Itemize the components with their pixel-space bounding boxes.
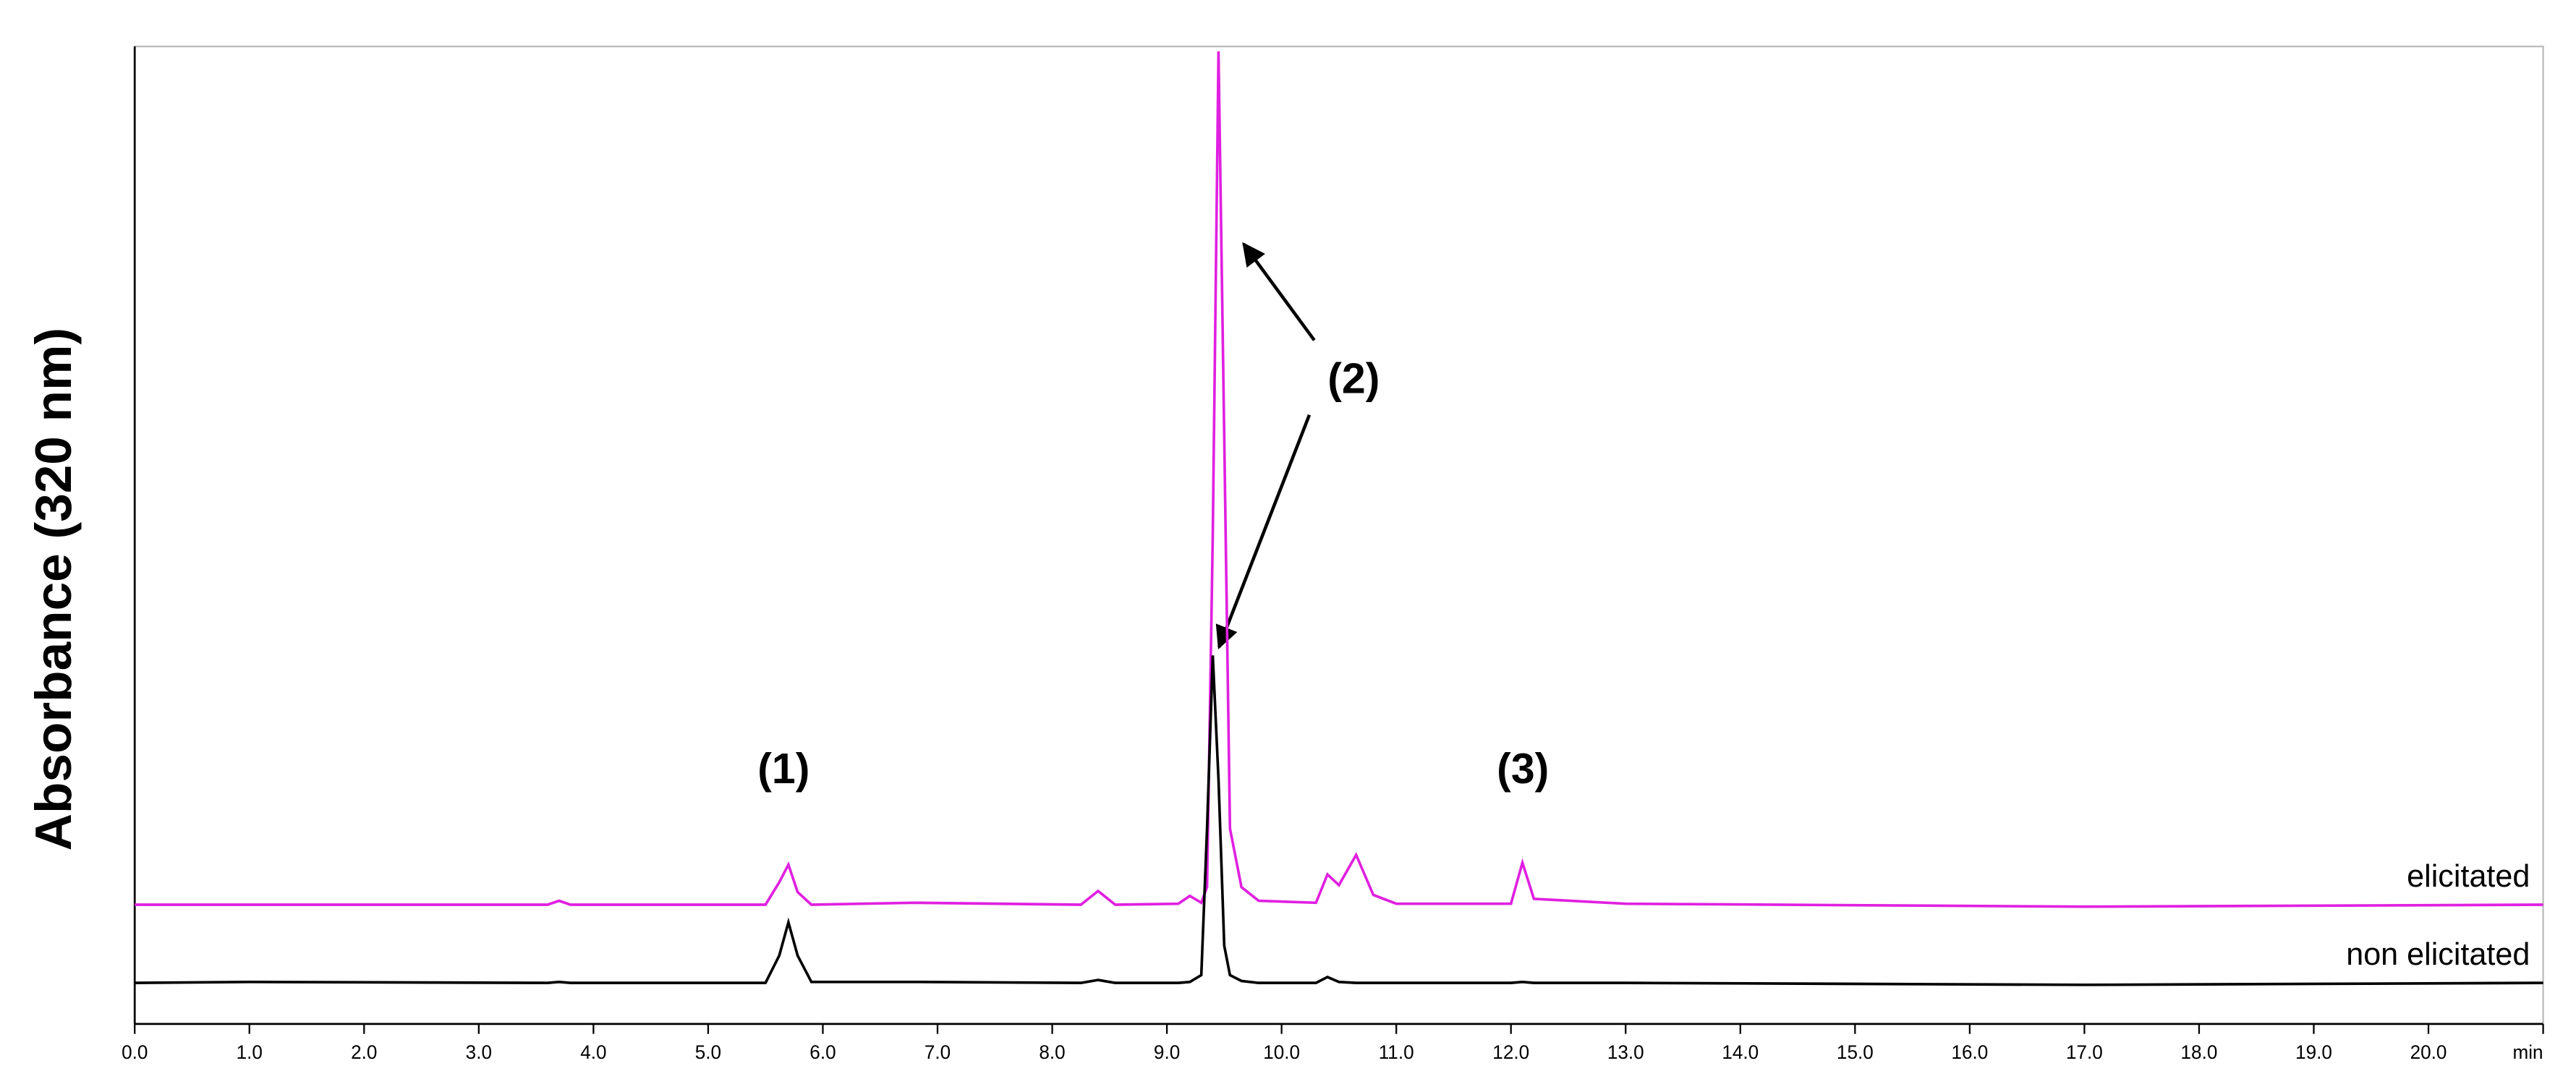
plot-frame (134, 46, 2544, 1025)
x-tick-label: min (2512, 1041, 2543, 1063)
series-label: non elicitated (2346, 937, 2530, 972)
x-tick-label: 10.0 (1263, 1041, 1300, 1063)
x-tick-label: 4.0 (580, 1041, 606, 1063)
peak-annotation: (3) (1497, 744, 1549, 793)
x-tick-label: 12.0 (1492, 1041, 1529, 1063)
x-tick-label: 19.0 (2295, 1041, 2332, 1063)
x-tick-label: 18.0 (2181, 1041, 2218, 1063)
peak-annotation: (2) (1327, 354, 1380, 402)
x-tick-label: 0.0 (122, 1041, 148, 1063)
y-axis-label: Absorbance (320 nm) (25, 328, 82, 850)
x-tick-label: 11.0 (1379, 1041, 1414, 1063)
x-tick-label: 7.0 (924, 1041, 951, 1063)
x-tick-label: 1.0 (237, 1041, 263, 1063)
x-tick-label: 6.0 (809, 1041, 836, 1063)
series-line (135, 655, 2543, 986)
peak-annotation: (1) (757, 744, 809, 793)
arrow (1242, 242, 1316, 341)
x-tick-label: 9.0 (1154, 1041, 1180, 1063)
series-line (135, 51, 2543, 908)
x-tick-label: 14.0 (1722, 1041, 1759, 1063)
arrow (1215, 414, 1312, 649)
x-tick-label: 8.0 (1039, 1041, 1065, 1063)
x-tick-label: 3.0 (466, 1041, 492, 1063)
x-tick-label: 2.0 (351, 1041, 377, 1063)
x-tick-label: 20.0 (2410, 1041, 2447, 1063)
x-tick-label: 17.0 (2066, 1041, 2103, 1063)
series-label: elicitated (2407, 859, 2530, 894)
x-tick-label: 15.0 (1837, 1041, 1874, 1063)
x-tick-label: 16.0 (1951, 1041, 1988, 1063)
x-tick-label: 13.0 (1607, 1041, 1644, 1063)
x-tick-label: 5.0 (695, 1041, 721, 1063)
